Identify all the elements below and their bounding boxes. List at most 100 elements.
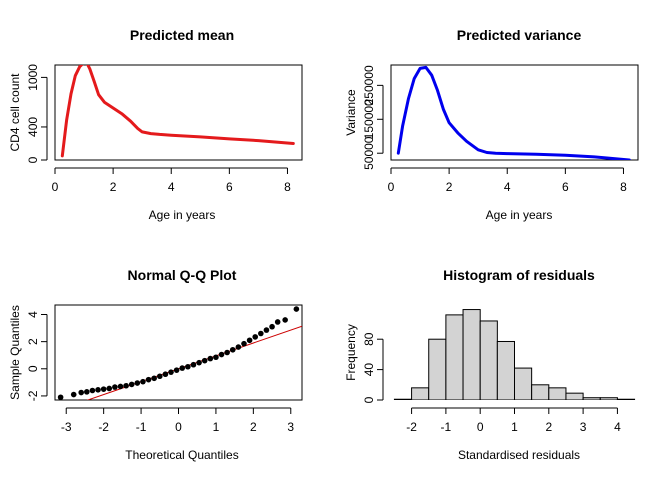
data-point	[235, 344, 242, 350]
chart-title: Predicted mean	[130, 27, 234, 43]
data-point	[190, 361, 197, 368]
x-tick-label: 2	[545, 420, 552, 434]
y-tick-label: 50000	[362, 136, 376, 170]
data-point	[134, 380, 141, 386]
data-point	[117, 383, 124, 390]
histogram-bar	[462, 309, 481, 400]
chart-title: Predicted variance	[457, 27, 582, 43]
x-axis-label: Theoretical Quantiles	[125, 448, 238, 462]
y-tick-label: 0	[362, 396, 376, 403]
data-point	[258, 330, 264, 337]
histogram-bar	[565, 392, 584, 400]
x-tick-label: -3	[61, 420, 72, 434]
x-tick-label: -2	[98, 420, 109, 434]
histogram-bar	[445, 314, 464, 400]
x-tick-label: 6	[562, 180, 569, 194]
data-point	[145, 376, 152, 383]
histogram-bar	[531, 384, 550, 400]
histogram-bar	[393, 398, 413, 400]
chart-panel-1: Predicted mean Age in years CD4 cell count…	[8, 27, 303, 222]
x-tick-label: 4	[504, 180, 511, 194]
x-tick-label: 2	[250, 420, 257, 434]
x-tick-label: 8	[620, 180, 627, 194]
histogram-bar	[479, 320, 498, 400]
x-tick-label: -1	[136, 420, 147, 434]
data-point	[100, 386, 107, 392]
x-tick-label: 1	[213, 420, 220, 434]
data-point	[168, 369, 174, 375]
plot-frame	[54, 64, 303, 161]
data-point	[156, 373, 163, 380]
histogram-bar	[514, 367, 533, 400]
chart-panel-2: Predicted variance Age in years Variance 0 2…	[344, 27, 639, 222]
data-point	[229, 346, 236, 353]
y-tick-label: 40	[362, 363, 376, 377]
y-tick-label: 2	[26, 338, 40, 345]
histogram-bar	[496, 340, 516, 400]
data-point	[112, 384, 118, 390]
x-tick-label: -1	[441, 420, 452, 434]
data-point	[123, 382, 129, 389]
data-point	[252, 334, 259, 340]
data-point	[274, 319, 281, 325]
chart-title: Histogram of residuals	[443, 267, 595, 283]
x-tick-label: 0	[52, 180, 59, 194]
y-axis-label: Variance	[344, 89, 358, 136]
x-tick-label: 0	[175, 420, 182, 434]
x-axis-label: Age in years	[149, 208, 216, 222]
y-axis-label: Sample Quantiles	[8, 305, 22, 400]
data-point	[218, 351, 225, 358]
x-tick-label: 0	[477, 420, 484, 434]
plot-area	[396, 65, 631, 160]
x-tick-label: 3	[580, 420, 587, 434]
histogram-bar	[548, 387, 567, 400]
chart-title: Normal Q-Q Plot	[128, 267, 237, 283]
data-point	[57, 394, 64, 400]
data-point	[282, 317, 288, 323]
data-point	[162, 371, 169, 378]
data-point	[128, 381, 135, 388]
y-tick-label: 1000	[26, 64, 40, 91]
data-point	[207, 355, 214, 362]
data-point	[185, 363, 191, 370]
x-tick-label: 4	[168, 180, 175, 194]
plot-frame	[54, 304, 303, 401]
x-tick-label: 0	[388, 180, 395, 194]
y-tick-label: 150000	[362, 99, 376, 139]
x-tick-label: 8	[284, 180, 291, 194]
data-point	[224, 349, 230, 356]
histogram-bar	[411, 387, 430, 400]
x-tick-label: 4	[614, 420, 621, 434]
y-tick-label: 400	[26, 117, 40, 137]
series-line	[396, 65, 631, 160]
data-point	[293, 306, 300, 312]
histogram-bar	[599, 397, 618, 400]
data-point	[173, 367, 180, 373]
data-point	[269, 323, 275, 330]
x-tick-label: 1	[511, 420, 518, 434]
y-axis-label: Frequency	[344, 324, 358, 381]
histogram-bar	[582, 397, 601, 400]
plot-area	[393, 309, 636, 400]
chart-panel-3: Normal Q-Q Plot Theoretical Quantiles Samp…	[8, 267, 303, 462]
plot-area	[57, 306, 302, 400]
data-point	[106, 385, 113, 392]
y-tick-label: -2	[26, 390, 40, 401]
data-point	[201, 357, 208, 364]
y-axis-label: CD4 cell count	[8, 73, 22, 152]
data-point	[70, 391, 77, 398]
histogram-bar	[616, 398, 636, 400]
data-point	[78, 389, 84, 396]
x-axis-label: Standardised residuals	[458, 448, 580, 462]
y-tick-label: 0	[26, 156, 40, 163]
x-tick-label: 2	[446, 180, 453, 194]
data-point	[84, 389, 90, 395]
y-tick-label: 80	[362, 332, 376, 346]
x-tick-label: 2	[110, 180, 117, 194]
x-tick-label: 6	[226, 180, 233, 194]
data-point	[151, 375, 157, 382]
x-tick-label: 3	[287, 420, 294, 434]
plot-area	[60, 65, 295, 158]
histogram-bar	[428, 338, 447, 400]
data-point	[95, 387, 101, 393]
